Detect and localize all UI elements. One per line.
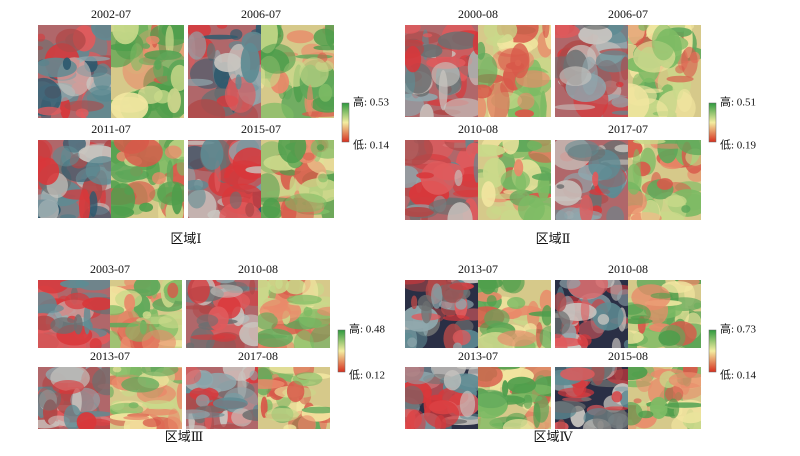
legend-low: 低: 0.14 <box>353 139 390 152</box>
image <box>110 367 182 429</box>
image <box>405 25 478 117</box>
image <box>38 280 110 348</box>
image <box>478 140 551 220</box>
image <box>405 367 478 429</box>
image <box>186 280 258 348</box>
image <box>38 140 111 218</box>
date-label: 2003-07 <box>90 262 130 276</box>
image <box>628 367 701 429</box>
image <box>188 25 261 118</box>
image <box>188 140 261 218</box>
image <box>478 25 551 117</box>
image <box>261 25 334 118</box>
date-label: 2013-07 <box>90 349 130 363</box>
image <box>111 140 184 218</box>
image <box>555 367 628 429</box>
image <box>555 280 628 348</box>
date-label: 2015-07 <box>241 122 281 136</box>
legend-high: 高: 0.51 <box>720 95 756 109</box>
image <box>555 25 628 117</box>
date-label: 2017-08 <box>238 349 278 363</box>
region-label: 区域Ⅲ <box>165 429 204 444</box>
date-label: 2017-07 <box>608 122 648 136</box>
image <box>478 280 551 348</box>
colorbar <box>341 102 350 143</box>
image <box>38 25 111 118</box>
date-label: 2011-07 <box>91 122 131 136</box>
image <box>405 280 478 348</box>
date-label: 2010-08 <box>238 262 278 276</box>
image <box>628 140 701 220</box>
region-label: 区域Ⅰ <box>170 231 201 246</box>
legend-high: 高: 0.48 <box>349 322 386 336</box>
date-label: 2015-08 <box>608 349 648 363</box>
image <box>628 280 701 348</box>
image <box>110 280 182 348</box>
image <box>38 367 110 429</box>
date-label: 2010-08 <box>608 262 648 276</box>
image <box>111 25 184 118</box>
legend-low: 低: 0.14 <box>720 369 757 382</box>
image <box>405 140 478 220</box>
legend-low: 低: 0.12 <box>349 369 385 382</box>
date-label: 2000-08 <box>458 7 498 21</box>
image <box>628 25 701 117</box>
date-label: 2006-07 <box>608 7 648 21</box>
legend-low: 低: 0.19 <box>720 139 757 152</box>
colorbar <box>708 102 717 143</box>
date-label: 2013-07 <box>458 262 498 276</box>
region-label: 区域Ⅱ <box>536 231 571 246</box>
region-label: 区域Ⅳ <box>534 429 574 444</box>
date-label: 2006-07 <box>241 7 281 21</box>
legend-high: 高: 0.73 <box>720 322 757 336</box>
date-label: 2010-08 <box>458 122 498 136</box>
colorbar <box>708 329 717 373</box>
image <box>258 280 330 348</box>
date-label: 2013-07 <box>458 349 498 363</box>
image <box>555 140 628 220</box>
image <box>261 140 334 218</box>
legend-high: 高: 0.53 <box>353 95 390 109</box>
image <box>186 367 258 429</box>
colorbar <box>337 329 346 373</box>
image <box>258 367 330 429</box>
date-label: 2002-07 <box>91 7 131 21</box>
image <box>478 367 551 429</box>
